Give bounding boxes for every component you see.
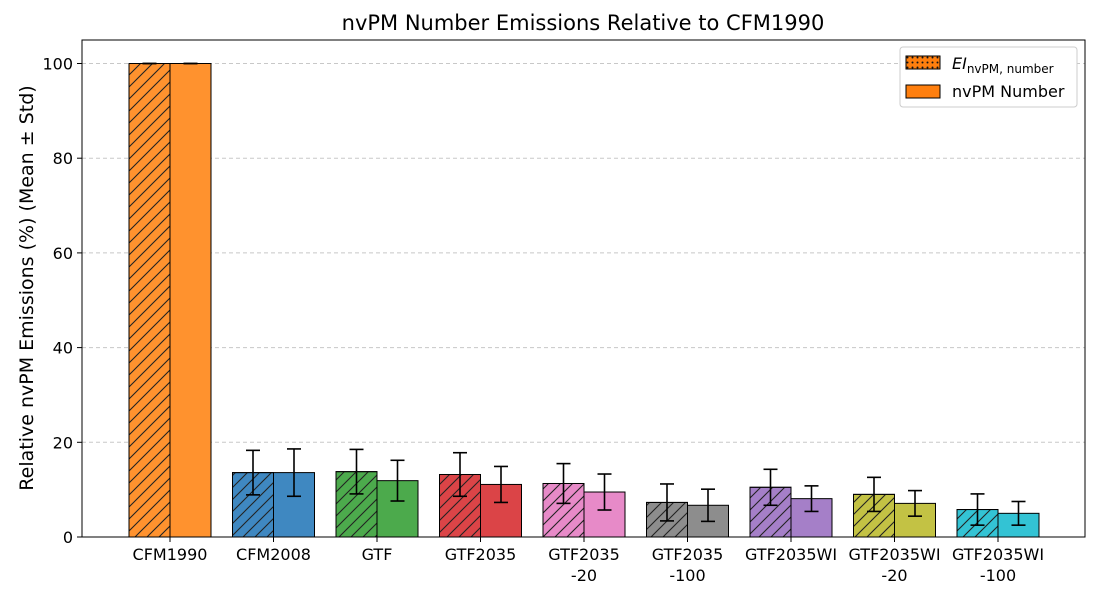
x-tick-label: CFM2008 bbox=[236, 545, 311, 564]
y-tick-label: 60 bbox=[53, 244, 73, 263]
x-tick-label: GTF2035 -20 bbox=[548, 545, 620, 585]
x-tick-label: GTF2035WI -20 bbox=[848, 545, 940, 585]
legend-label-ei: EInvPM, number bbox=[952, 54, 1054, 76]
x-tick-label: GTF2035WI bbox=[745, 545, 837, 564]
gridlines bbox=[82, 63, 1085, 443]
y-tick-label: 100 bbox=[42, 55, 73, 74]
legend-swatch-nvpm bbox=[905, 84, 941, 99]
error-bars bbox=[142, 62, 1026, 526]
chart-title: nvPM Number Emissions Relative to CFM199… bbox=[342, 11, 825, 35]
legend-swatch-ei-dots bbox=[905, 55, 941, 70]
legend-label-nvpm: nvPM Number bbox=[952, 82, 1065, 101]
x-axis: CFM1990 CFM2008 GTF GTF2035 GTF2035 -20 GTF203… bbox=[133, 537, 1044, 585]
plot-frame bbox=[81, 39, 1086, 538]
bar-hatch bbox=[128, 63, 171, 538]
x-tick-label: GTF2035WI -100 bbox=[952, 545, 1044, 585]
x-tick-label: GTF2035 -100 bbox=[652, 545, 724, 585]
y-axis-label: Relative nvPM Emissions (%) (Mean ± Std) bbox=[16, 85, 38, 490]
legend-frame bbox=[899, 46, 1078, 108]
y-tick-label: 40 bbox=[53, 339, 73, 358]
bar bbox=[169, 63, 212, 538]
x-tick-label: CFM1990 bbox=[133, 545, 208, 564]
y-tick-label: 80 bbox=[53, 149, 73, 168]
legend: EInvPM, number nvPM Number bbox=[899, 46, 1078, 108]
bar bbox=[894, 502, 936, 538]
y-axis: 0 20 40 60 80 100 bbox=[42, 55, 82, 547]
x-tick-label: GTF bbox=[362, 545, 393, 564]
bars bbox=[128, 63, 1040, 538]
y-tick-label: 20 bbox=[53, 433, 73, 452]
y-tick-label: 0 bbox=[63, 528, 73, 547]
x-tick-label: GTF2035 bbox=[445, 545, 517, 564]
